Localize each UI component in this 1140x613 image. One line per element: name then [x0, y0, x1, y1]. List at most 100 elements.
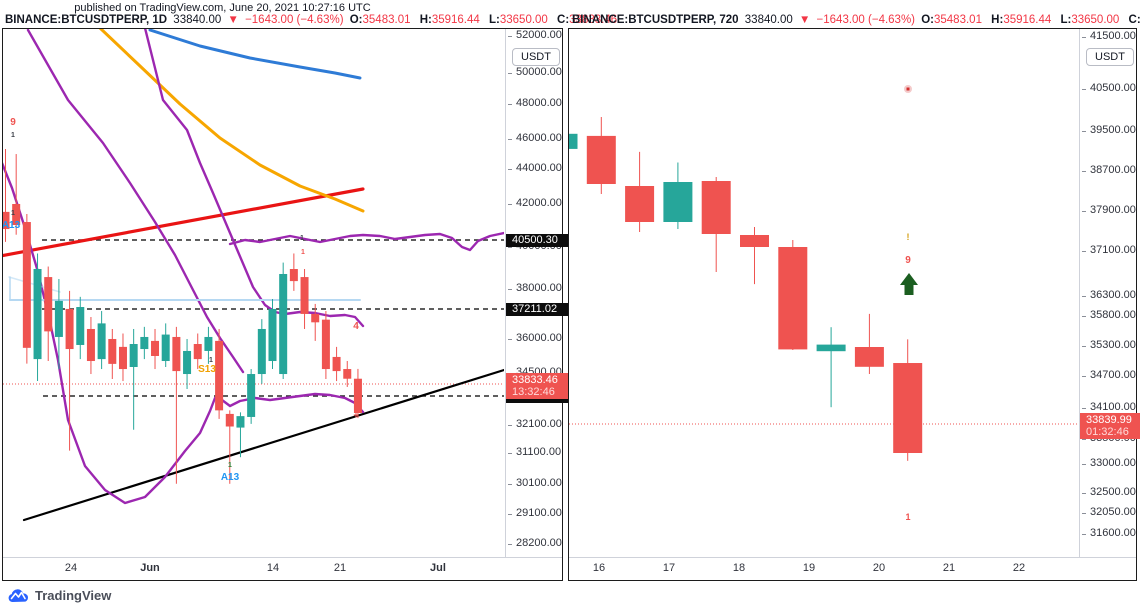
- last-price-value: 33839.99: [1086, 414, 1132, 426]
- candle-body: [893, 363, 923, 454]
- h-value: 35916.44: [431, 14, 480, 26]
- candle-body: [279, 273, 288, 375]
- c-value: 33833.46: [569, 14, 618, 26]
- price-tick-label: 46000.00: [508, 132, 562, 144]
- left-change: −1643.00 (−4.63%): [245, 14, 344, 26]
- candle-body: [300, 277, 309, 314]
- price-tick-label: 41500.00: [1082, 30, 1136, 42]
- candle-body: [321, 319, 330, 370]
- right-symbol: BINANCE:BTCUSDTPERP, 720: [572, 14, 739, 26]
- candle-body: [33, 269, 42, 360]
- tradingview-attribution[interactable]: TradingView: [8, 588, 111, 603]
- chart-marker-label: A13: [3, 220, 21, 231]
- candle-body: [225, 413, 234, 427]
- candle-body: [332, 356, 341, 372]
- candle-body: [289, 269, 298, 282]
- right-time-axis[interactable]: 16 17 18 19 20 21 22: [569, 557, 1136, 580]
- time-tick-label: Jul: [430, 562, 446, 574]
- candle-body: [854, 347, 884, 367]
- candle-body: [257, 328, 266, 375]
- price-tick-label: 36000.00: [508, 332, 562, 344]
- candle-body: [343, 369, 352, 379]
- price-tick-label: 32050.00: [1082, 506, 1136, 518]
- h-label: H:: [419, 14, 432, 26]
- chart-marker-label: !: [907, 232, 910, 242]
- price-tick-label: 32100.00: [508, 418, 562, 430]
- chart-marker-label: 1: [228, 462, 232, 469]
- right-change: −1643.00 (−4.63%): [816, 14, 916, 26]
- time-tick-label: 21: [942, 562, 956, 574]
- candle-body: [311, 313, 320, 323]
- level-price-label: 40500.30: [506, 234, 568, 247]
- price-tick-label: 34100.00: [1082, 401, 1136, 413]
- left-price-axis[interactable]: USDT 52000.00 50000.00 48000.00 46000.00 440…: [505, 29, 568, 557]
- price-tick-label: 50000.00: [508, 66, 562, 78]
- left-usdt-button[interactable]: USDT: [512, 48, 560, 66]
- o-label: O:: [921, 14, 934, 26]
- o-value: 35483.01: [934, 14, 982, 26]
- bar-countdown: 13:32:46: [512, 386, 555, 398]
- time-tick-label: 20: [872, 562, 886, 574]
- chart-marker-label: S13: [198, 364, 216, 375]
- candle-body: [215, 340, 224, 411]
- chart-marker-label: 1: [301, 249, 305, 256]
- chart-marker-label: A13: [221, 472, 240, 483]
- left-symbol: BINANCE:BTCUSDTPERP, 1D: [5, 14, 168, 26]
- c-label: C:: [1128, 14, 1140, 26]
- chart-marker-label: 1: [11, 132, 15, 139]
- chart-marker-label: 1: [300, 235, 304, 242]
- candle-body: [204, 336, 213, 351]
- price-tick-label: 40500.00: [1082, 82, 1136, 94]
- last-price-value: 33833.46: [512, 374, 558, 386]
- candle-body: [129, 344, 138, 367]
- left-chart-header: BINANCE:BTCUSDTPERP, 1D 33840.00 ▼ −1643…: [5, 14, 623, 27]
- right-chart-panel: ! 9 1 USDT 41500.00 40500.00 39500.00 38700.0…: [568, 28, 1140, 581]
- candle-body: [3, 211, 10, 230]
- candle-body: [236, 416, 245, 428]
- price-tick-label: 39500.00: [1082, 124, 1136, 136]
- last-price-countdown-label: 33839.99 01:32:46: [1080, 413, 1140, 439]
- candle-body: [625, 186, 655, 222]
- price-tick-label: 38700.00: [1082, 164, 1136, 176]
- candle-body: [183, 350, 192, 375]
- candle-body: [247, 374, 256, 417]
- price-tick-label: 29100.00: [508, 507, 562, 519]
- chart-marker-label: 9: [905, 255, 911, 266]
- price-tick-label: 37100.00: [1082, 244, 1136, 256]
- right-price-axis[interactable]: USDT 41500.00 40500.00 39500.00 38700.00 379…: [1079, 29, 1140, 557]
- chart-marker-label: 1: [11, 210, 15, 217]
- signal-dot-icon: [906, 87, 910, 91]
- bar-countdown: 01:32:46: [1086, 426, 1129, 438]
- price-tick-label: 52000.00: [508, 29, 562, 41]
- price-tick-label: 37900.00: [1082, 204, 1136, 216]
- o-label: O:: [349, 14, 363, 26]
- l-label: L:: [489, 14, 500, 26]
- ma-purple-top: [228, 231, 504, 252]
- c-label: C:: [557, 14, 570, 26]
- level-price-label: 37211.02: [506, 303, 568, 316]
- ma-purple-mid: [144, 29, 365, 328]
- candles: [569, 117, 923, 461]
- price-tick-label: 48000.00: [508, 97, 562, 109]
- price-tick-label: 35300.00: [1082, 339, 1136, 351]
- candle-body: [586, 135, 616, 184]
- right-usdt-button[interactable]: USDT: [1086, 48, 1134, 66]
- ma-purple-diag: [26, 29, 245, 374]
- time-tick-label: 21: [333, 562, 347, 574]
- price-tick-label: 31100.00: [508, 446, 561, 458]
- left-time-axis[interactable]: 24 Jun 14 21 Jul: [3, 557, 562, 580]
- right-chart-canvas[interactable]: ! 9 1: [569, 29, 1079, 557]
- candles: [3, 148, 362, 484]
- tradingview-logo-icon: [8, 588, 29, 602]
- o-value: 35483.01: [362, 14, 411, 26]
- candle-body: [108, 338, 117, 364]
- price-tick-label: 35800.00: [1082, 309, 1136, 321]
- candle-body: [172, 336, 181, 372]
- chart-marker-label: 1: [209, 357, 213, 364]
- tradingview-logo-text: TradingView: [35, 588, 112, 603]
- price-tick-label: 32500.00: [1082, 486, 1136, 498]
- candle-body: [353, 378, 362, 413]
